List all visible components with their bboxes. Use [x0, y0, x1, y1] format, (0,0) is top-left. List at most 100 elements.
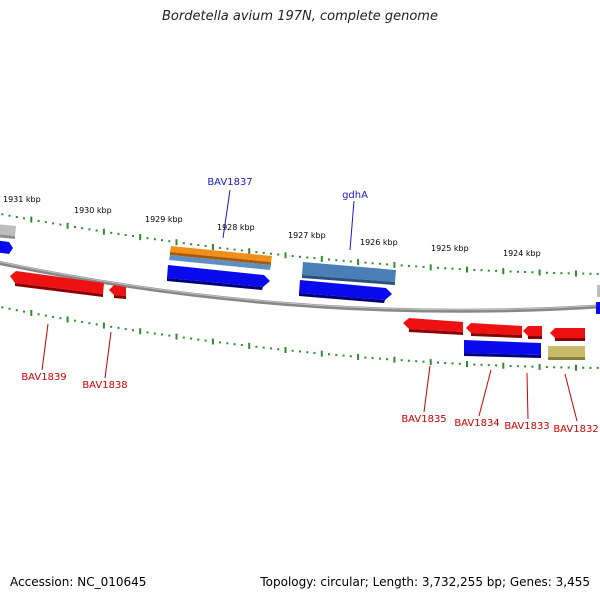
gene-bav1832-red[interactable] [550, 328, 585, 338]
gene-bav1834-red[interactable] [466, 323, 522, 335]
minor-tick [117, 326, 120, 329]
reverse-strand-genes [10, 271, 585, 360]
gene-bav1835[interactable] [403, 318, 463, 332]
gene-steel-stripe[interactable] [169, 255, 271, 270]
minor-tick [487, 269, 490, 272]
gene-bav1834-blue[interactable] [464, 340, 541, 355]
major-tick [538, 363, 541, 370]
minor-tick [378, 262, 381, 265]
minor-tick [553, 272, 556, 274]
map-title: Bordetella avium 197N, complete genome [162, 9, 438, 24]
major-tick [502, 268, 505, 275]
minor-tick [37, 313, 40, 316]
gene-label-bav1834[interactable]: BAV1834 [454, 418, 499, 429]
minor-tick [328, 258, 330, 261]
minor-tick [451, 267, 454, 270]
minor-tick [560, 272, 563, 275]
minor-tick [451, 362, 454, 365]
minor-tick [262, 251, 265, 254]
minor-tick [182, 242, 185, 245]
outer-tick-track [1, 213, 599, 277]
minor-tick [582, 366, 585, 369]
gene-partial-right-grey[interactable] [597, 285, 600, 297]
minor-tick [95, 229, 98, 232]
gene-gdhA[interactable] [302, 262, 396, 282]
gene-bav1837[interactable] [170, 246, 272, 262]
gene-blue-arrow-2[interactable] [299, 280, 392, 300]
gene-bav1838[interactable] [109, 285, 126, 296]
minor-tick [335, 354, 338, 356]
minor-tick [117, 232, 120, 235]
major-tick [211, 244, 214, 250]
major-tick [175, 333, 178, 340]
callout-bav1834 [478, 369, 492, 417]
minor-tick [407, 265, 410, 267]
major-tick [357, 353, 360, 360]
minor-tick [81, 321, 84, 323]
major-tick [429, 264, 432, 271]
major-tick [393, 356, 396, 363]
major-tick [211, 338, 214, 345]
gene-label-bav1837[interactable]: BAV1837 [207, 177, 252, 188]
major-tick [248, 342, 251, 349]
topology-summary: Topology: circular; Length: 3,732,255 bp… [260, 575, 590, 589]
major-tick [139, 328, 142, 335]
minor-tick [255, 345, 258, 348]
minor-tick [509, 365, 512, 367]
gene-label-gdhA[interactable]: gdhA [342, 190, 368, 201]
gene-gdhA-shade [302, 275, 395, 285]
gene-partial-blue[interactable] [0, 240, 13, 254]
minor-tick [226, 342, 229, 345]
minor-tick [110, 231, 113, 234]
minor-tick [153, 332, 156, 335]
callout-bav1833 [526, 372, 529, 420]
major-tick [66, 316, 69, 323]
minor-tick [197, 338, 200, 341]
minor-tick [545, 366, 548, 369]
minor-tick [23, 217, 25, 220]
minor-tick [458, 362, 461, 365]
gene-partial-grey[interactable] [0, 224, 16, 236]
kbp-scale-labels: 1931 kbp 1930 kbp 1929 kbp 1928 kbp 1927… [3, 195, 541, 258]
gene-blue-arrow[interactable] [167, 265, 270, 287]
forward-strand-genes [0, 224, 600, 314]
minor-tick [270, 252, 272, 255]
major-tick [175, 239, 178, 246]
gene-bav1839[interactable] [10, 271, 104, 294]
kbp-label: 1924 kbp [503, 249, 541, 258]
minor-tick [495, 364, 498, 367]
major-tick [102, 322, 105, 329]
minor-tick [487, 364, 490, 367]
minor-tick [480, 363, 483, 366]
gene-bav1833[interactable] [523, 326, 542, 336]
minor-tick [255, 251, 258, 254]
gene-name-labels: BAV1837 gdhA BAV1839 BAV1838 BAV1835 BAV… [21, 177, 598, 435]
minor-tick [313, 257, 316, 260]
minor-tick [328, 353, 330, 356]
gene-partial-right-blue[interactable] [596, 302, 600, 314]
minor-tick [168, 334, 171, 337]
minor-tick [516, 365, 519, 368]
accession-text: Accession: NC_010645 [10, 575, 147, 589]
gene-blue-arrow-shade [167, 278, 263, 290]
minor-tick [204, 245, 207, 247]
minor-tick [44, 221, 47, 224]
gene-label-bav1835[interactable]: BAV1835 [401, 414, 446, 425]
minor-tick [204, 339, 207, 342]
minor-tick [88, 322, 91, 325]
gene-label-bav1832[interactable]: BAV1832 [553, 424, 598, 435]
minor-tick [567, 272, 570, 275]
gene-bav1832-khaki[interactable] [548, 346, 585, 357]
minor-tick [240, 249, 243, 252]
minor-tick [531, 271, 534, 274]
minor-tick [589, 272, 592, 275]
minor-tick [15, 216, 18, 218]
minor-tick [277, 253, 280, 256]
minor-tick [299, 255, 301, 258]
gene-label-bav1838[interactable]: BAV1838 [82, 380, 127, 391]
gene-label-bav1839[interactable]: BAV1839 [21, 372, 66, 383]
gene-label-bav1833[interactable]: BAV1833 [504, 421, 549, 432]
minor-tick [444, 267, 447, 270]
minor-tick [306, 256, 309, 259]
minor-tick [400, 359, 403, 362]
